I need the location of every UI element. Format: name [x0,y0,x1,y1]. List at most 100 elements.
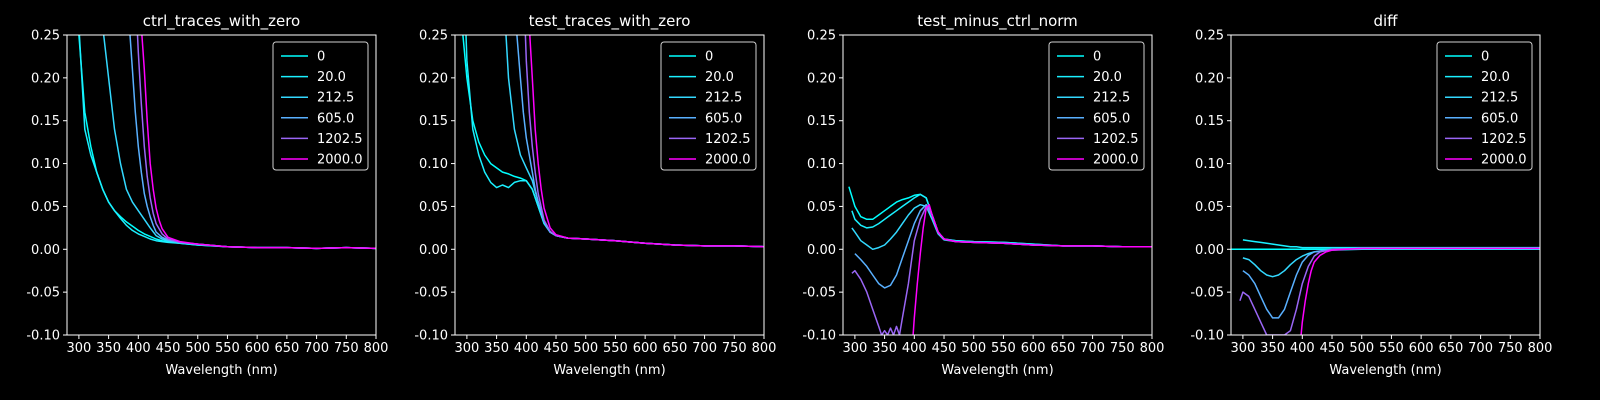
legend: 0 20.0 212.5 605.0 1202.5 2000.0 [1048,41,1145,171]
y-tick-label: -0.05 [414,286,448,301]
x-tick-label: 400 [514,341,539,356]
y-tick-label: 0.20 [419,71,448,86]
x-tick-label: 700 [304,341,329,356]
x-tick-label: 450 [544,341,569,356]
legend: 0 20.0 212.5 605.0 1202.5 2000.0 [660,41,757,171]
y-tick-label: 0.10 [807,157,836,172]
chart-panel-4: 300 350 400 450 500 550 600 650 700 750 800 -0.10 -0… [1190,12,1552,378]
legend: 0 20.0 212.5 605.0 1202.5 2000.0 [1436,41,1533,171]
legend-label: 212.5 [1481,91,1518,106]
x-tick-label: 350 [1260,341,1285,356]
x-tick-label: 450 [1320,341,1345,356]
x-tick-label: 300 [66,341,91,356]
y-tick-label: 0.00 [1195,243,1224,258]
chart-title: ctrl_traces_with_zero [143,12,300,31]
x-tick-label: 550 [1379,341,1404,356]
series-group [462,35,764,248]
x-tick-label: 800 [752,341,777,356]
legend-label: 0 [1093,50,1101,65]
y-tick-label: 0.10 [419,157,448,172]
axes-frame [66,34,377,336]
x-tick-label: 750 [1110,341,1135,356]
x-tick-label: 350 [484,341,509,356]
legend-label: 212.5 [705,91,742,106]
y-tick-label: 0.10 [1195,157,1224,172]
y-tick-label: 0.20 [807,71,836,86]
y-tick-label: 0.00 [807,243,836,258]
y-tick-label: -0.05 [1190,286,1224,301]
x-tick-label: 750 [334,341,359,356]
axes-frame [1230,34,1541,336]
x-tick-label: 600 [1021,341,1046,356]
axes-frame [842,34,1153,336]
x-tick-label: 750 [722,341,747,356]
y-tick-label: 0.20 [1195,71,1224,86]
x-tick-label: 650 [274,341,299,356]
x-tick-label: 700 [1468,341,1493,356]
legend-label: 605.0 [1093,111,1130,126]
x-tick-label: 600 [245,341,270,356]
x-tick-label: 500 [1349,341,1374,356]
legend-label: 1202.5 [705,132,751,147]
chart-panel-2: 300 350 400 450 500 550 600 650 700 750 800 -0.10 -0… [414,12,776,378]
x-tick-label: 450 [156,341,181,356]
x-tick-label: 600 [633,341,658,356]
y-tick-label: -0.05 [26,286,60,301]
legend-label: 605.0 [317,111,354,126]
y-tick-label: 0.25 [31,29,60,44]
x-tick-label: 300 [842,341,867,356]
y-tick-label: 0.15 [1195,114,1224,129]
legend-label: 20.0 [705,70,734,85]
series-group [848,186,1152,335]
legend-label: 605.0 [1481,111,1518,126]
x-tick-label: 500 [573,341,598,356]
x-tick-label: 350 [96,341,121,356]
series-line-20.0 [851,193,1152,248]
legend-label: 212.5 [317,91,354,106]
y-tick-label: 0.20 [31,71,60,86]
legend-label: 20.0 [1093,70,1122,85]
y-tick-label: 0.15 [807,114,836,129]
y-tick-label: 0.10 [31,157,60,172]
chart-title: test_traces_with_zero [529,12,691,31]
y-tick-label: 0.05 [1195,200,1224,215]
axes-frame [454,34,765,336]
y-tick-label: 0.05 [807,200,836,215]
chart-panel-1: 300 350 400 450 500 550 600 650 700 750 800 -0.10 -0… [26,12,388,378]
legend-label: 20.0 [1481,70,1510,85]
y-tick-label: 0.05 [31,200,60,215]
legend-label: 20.0 [317,70,346,85]
x-axis-label: Wavelength (nm) [941,363,1053,378]
y-tick-label: 0.15 [31,114,60,129]
legend-label: 1202.5 [1481,132,1527,147]
x-tick-label: 600 [1409,341,1434,356]
x-tick-label: 700 [1080,341,1105,356]
x-tick-label: 700 [692,341,717,356]
x-tick-label: 500 [961,341,986,356]
legend-label: 0 [1481,50,1489,65]
x-tick-label: 300 [1230,341,1255,356]
x-tick-label: 400 [1290,341,1315,356]
x-tick-label: 800 [364,341,389,356]
series-line-2000.0 [1300,247,1540,335]
legend-label: 1202.5 [317,132,363,147]
legend-label: 2000.0 [317,153,363,168]
x-tick-label: 550 [603,341,628,356]
chart-title: diff [1373,12,1398,30]
x-tick-label: 400 [902,341,927,356]
y-tick-label: 0.25 [807,29,836,44]
y-tick-label: 0.25 [419,29,448,44]
x-axis-label: Wavelength (nm) [553,363,665,378]
x-tick-label: 650 [1438,341,1463,356]
legend: 0 20.0 212.5 605.0 1202.5 2000.0 [272,41,369,171]
series-line-2000.0 [529,35,764,248]
y-tick-label: 0.00 [419,243,448,258]
y-tick-label: -0.10 [1190,329,1224,344]
x-tick-label: 400 [126,341,151,356]
x-axis-label: Wavelength (nm) [1329,363,1441,378]
y-tick-label: 0.05 [419,200,448,215]
legend-label: 2000.0 [1093,153,1139,168]
x-tick-label: 300 [454,341,479,356]
x-tick-label: 350 [872,341,897,356]
x-axis-label: Wavelength (nm) [165,363,277,378]
